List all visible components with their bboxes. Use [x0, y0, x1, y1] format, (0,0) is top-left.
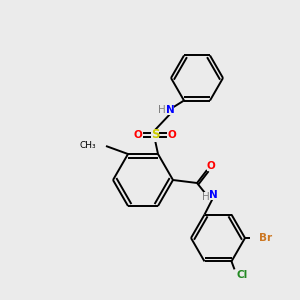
Text: O: O: [134, 130, 142, 140]
Text: O: O: [168, 130, 176, 140]
Text: Cl: Cl: [236, 270, 248, 280]
Text: CH₃: CH₃: [80, 140, 96, 149]
Text: H: H: [158, 105, 166, 115]
Text: S: S: [151, 128, 159, 142]
Text: N: N: [166, 105, 174, 115]
Text: H: H: [202, 192, 210, 202]
Text: N: N: [208, 190, 217, 200]
Text: Br: Br: [259, 233, 272, 243]
Text: O: O: [207, 161, 215, 171]
